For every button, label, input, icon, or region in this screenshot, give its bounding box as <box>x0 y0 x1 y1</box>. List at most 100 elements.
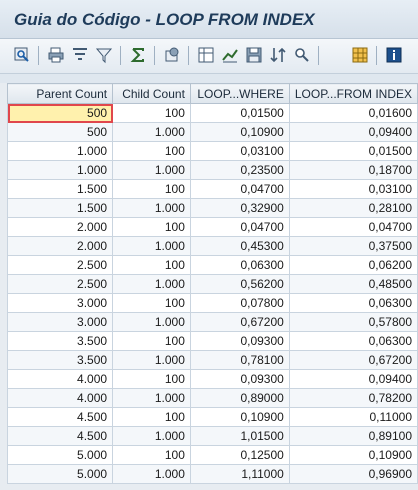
cell-child-count[interactable]: 1.000 <box>112 236 191 256</box>
cell-loop-from-index[interactable]: 0,89100 <box>288 426 418 446</box>
cell-parent-count[interactable]: 5.000 <box>6 445 114 465</box>
cell-parent-count[interactable]: 4.500 <box>6 407 114 427</box>
cell-child-count[interactable]: 1.000 <box>112 198 191 218</box>
cell-loop-where[interactable]: 0,09300 <box>189 331 290 351</box>
cell-loop-from-index[interactable]: 0,11000 <box>288 407 418 427</box>
cell-child-count[interactable]: 1.000 <box>112 426 191 446</box>
cell-loop-from-index[interactable]: 0,28100 <box>288 198 418 218</box>
graphic-icon[interactable] <box>220 45 240 65</box>
cell-loop-from-index[interactable]: 0,06300 <box>288 293 418 313</box>
cell-child-count[interactable]: 100 <box>112 293 191 313</box>
cell-child-count[interactable]: 1.000 <box>112 122 191 142</box>
cell-loop-where[interactable]: 0,32900 <box>189 198 290 218</box>
cell-loop-from-index[interactable]: 0,03100 <box>288 179 418 199</box>
cell-child-count[interactable]: 100 <box>112 369 191 389</box>
details-icon[interactable] <box>12 45 32 65</box>
cell-loop-where[interactable]: 0,56200 <box>189 274 290 294</box>
column-header-loop-where[interactable]: LOOP...WHERE <box>189 83 290 104</box>
cell-parent-count[interactable]: 3.500 <box>6 350 114 370</box>
cell-loop-where[interactable]: 0,67200 <box>189 312 290 332</box>
cell-loop-where[interactable]: 0,01500 <box>189 103 290 123</box>
cell-loop-from-index[interactable]: 0,04700 <box>288 217 418 237</box>
cell-parent-count[interactable]: 4.000 <box>6 369 114 389</box>
cell-child-count[interactable]: 1.000 <box>112 388 191 408</box>
cell-loop-where[interactable]: 0,04700 <box>189 217 290 237</box>
cell-loop-from-index[interactable]: 0,09400 <box>288 369 418 389</box>
table-row[interactable]: 4.500 1.000 1,01500 0,89100 <box>6 426 418 446</box>
cell-child-count[interactable]: 1.000 <box>112 160 191 180</box>
funnel-icon[interactable] <box>94 45 114 65</box>
cell-loop-where[interactable]: 0,89000 <box>189 388 290 408</box>
cell-parent-count[interactable]: 1.000 <box>6 160 114 180</box>
table-row[interactable]: 1.500 100 0,04700 0,03100 <box>6 179 418 199</box>
table-row[interactable]: 4.500 100 0,10900 0,11000 <box>6 407 418 427</box>
sort-icon[interactable] <box>268 45 288 65</box>
cell-loop-from-index[interactable]: 0,06200 <box>288 255 418 275</box>
cell-loop-where[interactable]: 0,09300 <box>189 369 290 389</box>
column-header-parent-count[interactable]: Parent Count <box>6 83 114 104</box>
cell-child-count[interactable]: 1.000 <box>112 464 191 484</box>
sum-icon[interactable] <box>128 45 148 65</box>
table-row[interactable]: 1.000 100 0,03100 0,01500 <box>6 141 418 161</box>
table-row[interactable]: 4.000 100 0,09300 0,09400 <box>6 369 418 389</box>
cell-parent-count[interactable]: 3.500 <box>6 331 114 351</box>
column-header-child-count[interactable]: Child Count <box>112 83 191 104</box>
cell-child-count[interactable]: 1.000 <box>112 312 191 332</box>
table-row[interactable]: 2.500 1.000 0,56200 0,48500 <box>6 274 418 294</box>
cell-parent-count[interactable]: 3.000 <box>6 293 114 313</box>
cell-loop-from-index[interactable]: 0,67200 <box>288 350 418 370</box>
save-icon[interactable] <box>244 45 264 65</box>
cell-child-count[interactable]: 100 <box>112 141 191 161</box>
cell-loop-where[interactable]: 0,45300 <box>189 236 290 256</box>
cell-child-count[interactable]: 1.000 <box>112 350 191 370</box>
table-row[interactable]: 2.000 100 0,04700 0,04700 <box>6 217 418 237</box>
cell-parent-count[interactable]: 4.000 <box>6 388 114 408</box>
cell-loop-from-index[interactable]: 0,48500 <box>288 274 418 294</box>
cell-parent-count[interactable]: 3.000 <box>6 312 114 332</box>
cell-loop-where[interactable]: 0,78100 <box>189 350 290 370</box>
cell-parent-count[interactable]: 1.500 <box>6 198 114 218</box>
table-row[interactable]: 3.000 100 0,07800 0,06300 <box>6 293 418 313</box>
info-icon[interactable] <box>384 45 404 65</box>
cell-parent-count[interactable]: 2.000 <box>6 236 114 256</box>
cell-loop-from-index[interactable]: 0,06300 <box>288 331 418 351</box>
cell-child-count[interactable]: 100 <box>112 217 191 237</box>
table-row[interactable]: 2.000 1.000 0,45300 0,37500 <box>6 236 418 256</box>
cell-child-count[interactable]: 100 <box>112 255 191 275</box>
cell-loop-from-index[interactable]: 0,96900 <box>288 464 418 484</box>
cell-loop-from-index[interactable]: 0,18700 <box>288 160 418 180</box>
cell-loop-where[interactable]: 0,06300 <box>189 255 290 275</box>
cell-loop-where[interactable]: 1,11000 <box>189 464 290 484</box>
table-row[interactable]: 4.000 1.000 0,89000 0,78200 <box>6 388 418 408</box>
cell-loop-from-index[interactable]: 0,57800 <box>288 312 418 332</box>
cell-child-count[interactable]: 100 <box>112 331 191 351</box>
cell-parent-count[interactable]: 500 <box>6 103 114 123</box>
cell-loop-from-index[interactable]: 0,09400 <box>288 122 418 142</box>
cell-loop-from-index[interactable]: 0,37500 <box>288 236 418 256</box>
table-row[interactable]: 1.500 1.000 0,32900 0,28100 <box>6 198 418 218</box>
cell-loop-where[interactable]: 0,07800 <box>189 293 290 313</box>
cell-child-count[interactable]: 100 <box>112 407 191 427</box>
cell-loop-where[interactable]: 0,03100 <box>189 141 290 161</box>
cell-child-count[interactable]: 100 <box>112 103 191 123</box>
print-icon[interactable] <box>46 45 66 65</box>
cell-child-count[interactable]: 100 <box>112 179 191 199</box>
cell-loop-where[interactable]: 0,10900 <box>189 407 290 427</box>
cell-loop-from-index[interactable]: 0,10900 <box>288 445 418 465</box>
cell-loop-from-index[interactable]: 0,01600 <box>288 103 418 123</box>
find-icon[interactable] <box>292 45 312 65</box>
cell-child-count[interactable]: 1.000 <box>112 274 191 294</box>
cell-loop-where[interactable]: 0,10900 <box>189 122 290 142</box>
cell-parent-count[interactable]: 2.500 <box>6 274 114 294</box>
cell-parent-count[interactable]: 2.000 <box>6 217 114 237</box>
cell-loop-where[interactable]: 0,04700 <box>189 179 290 199</box>
cell-parent-count[interactable]: 2.500 <box>6 255 114 275</box>
cell-loop-where[interactable]: 1,01500 <box>189 426 290 446</box>
table-row[interactable]: 1.000 1.000 0,23500 0,18700 <box>6 160 418 180</box>
cell-loop-from-index[interactable]: 0,01500 <box>288 141 418 161</box>
grid-icon[interactable] <box>350 45 370 65</box>
table-row[interactable]: 3.000 1.000 0,67200 0,57800 <box>6 312 418 332</box>
cell-loop-from-index[interactable]: 0,78200 <box>288 388 418 408</box>
cell-parent-count[interactable]: 500 <box>6 122 114 142</box>
cell-child-count[interactable]: 100 <box>112 445 191 465</box>
